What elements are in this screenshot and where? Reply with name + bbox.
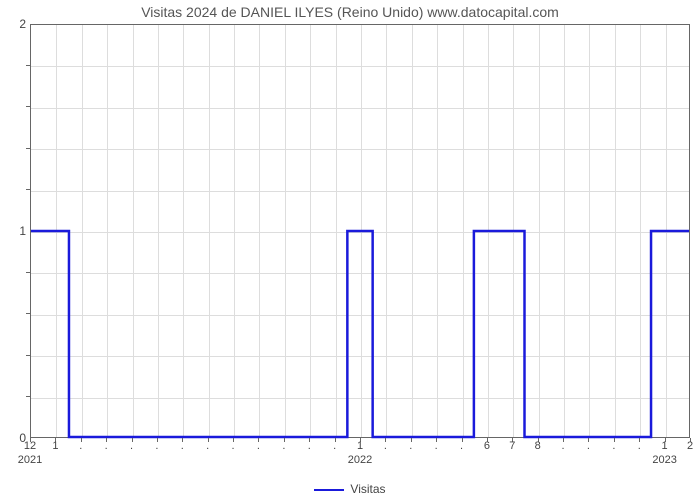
x-tick-dot: . (435, 440, 438, 452)
chart-container: Visitas 2024 de DANIEL ILYES (Reino Unid… (0, 0, 700, 500)
x-tick-dot: . (206, 440, 209, 452)
x-tick-dot: . (638, 440, 641, 452)
x-tick-dot: . (257, 440, 260, 452)
x-tick-dot: . (232, 440, 235, 452)
x-year-label: 2023 (652, 454, 676, 466)
y-tick-label: 1 (19, 224, 26, 238)
x-tick-dot: . (384, 440, 387, 452)
x-tick-label: 1 (52, 440, 58, 452)
x-tick-label: 8 (535, 440, 541, 452)
x-tick-dot: . (587, 440, 590, 452)
x-tick-dot: . (409, 440, 412, 452)
line-series (31, 25, 689, 437)
y-tick-label: 2 (19, 17, 26, 31)
x-tick-dot: . (612, 440, 615, 452)
x-year-label: 2022 (348, 454, 372, 466)
x-tick-dot: . (282, 440, 285, 452)
x-tick-label: 2 (687, 440, 693, 452)
x-tick-label: 1 (357, 440, 363, 452)
x-tick-dot: . (79, 440, 82, 452)
x-tick-dot: . (181, 440, 184, 452)
x-tick-dot: . (308, 440, 311, 452)
legend-label: Visitas (350, 482, 385, 496)
x-tick-dot: . (105, 440, 108, 452)
x-tick-label: 1 (662, 440, 668, 452)
x-year-label: 2021 (18, 454, 42, 466)
legend-swatch (314, 489, 344, 491)
plot-area (30, 24, 690, 438)
x-tick-label: 12 (24, 440, 36, 452)
x-tick-dot: . (130, 440, 133, 452)
legend: Visitas (0, 482, 700, 496)
x-tick-dot: . (460, 440, 463, 452)
x-tick-label: 6 (484, 440, 490, 452)
chart-title: Visitas 2024 de DANIEL ILYES (Reino Unid… (0, 4, 700, 20)
x-tick-label: 7 (509, 440, 515, 452)
x-tick-dot: . (155, 440, 158, 452)
x-tick-dot: . (333, 440, 336, 452)
x-tick-dot: . (562, 440, 565, 452)
